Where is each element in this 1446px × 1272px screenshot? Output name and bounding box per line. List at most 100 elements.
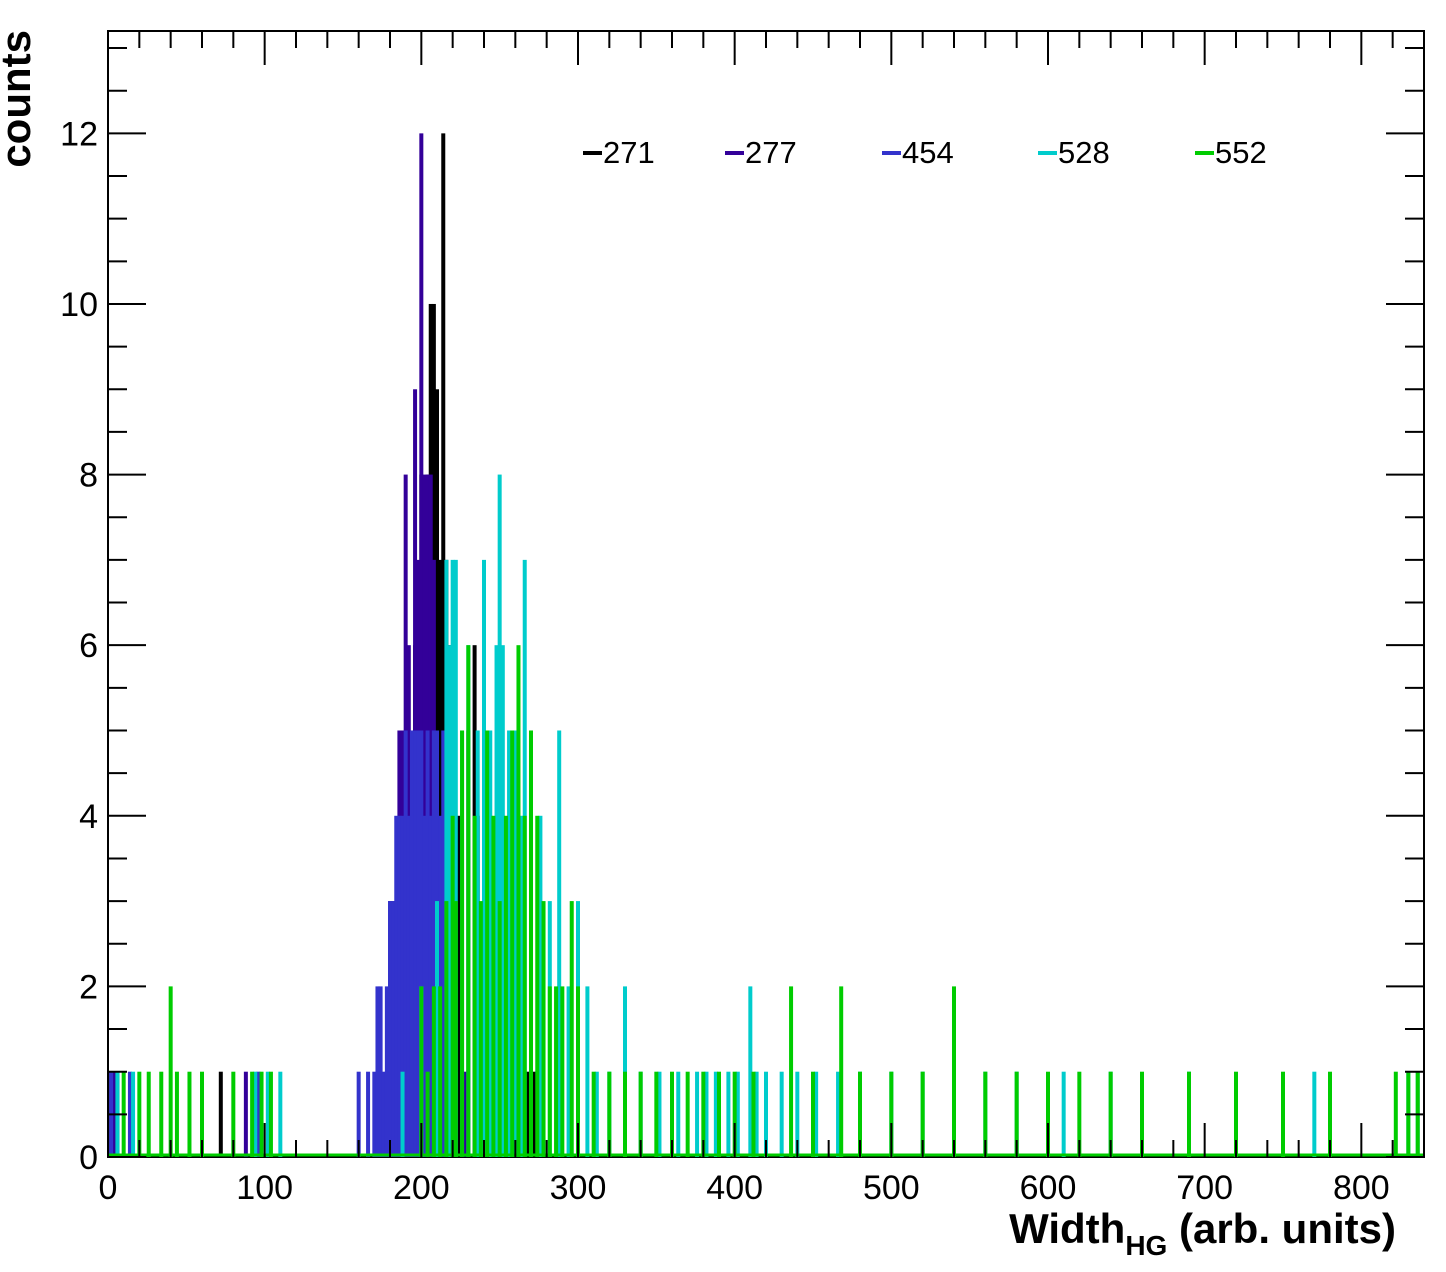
histogram-bin — [485, 730, 490, 1157]
x-tick-label: 0 — [99, 1169, 118, 1207]
legend-entry-label: 271 — [603, 135, 655, 170]
histogram-bin — [1281, 1071, 1285, 1157]
x-tick-label: 500 — [863, 1169, 920, 1207]
histogram-bin — [814, 1071, 819, 1157]
tick-layer: 0 100 200 300 400 500 600 700 800 0 2 4 6 8 10 12 — [60, 31, 1425, 1207]
x-tick-label: 200 — [393, 1169, 450, 1207]
x-tick-label: 400 — [706, 1169, 763, 1207]
histogram-bin — [472, 815, 477, 1157]
histogram-bin — [516, 645, 521, 1157]
histogram-bin — [419, 730, 424, 1157]
histogram-bin — [554, 986, 559, 1157]
x-axis-title-subscript: HG — [1125, 1230, 1167, 1261]
histogram-bin — [460, 730, 465, 1157]
legend: 271 277 454 528 552 — [583, 135, 1267, 170]
histogram-bin — [413, 730, 418, 1157]
histogram-bin — [137, 1071, 142, 1157]
histogram-bin — [416, 730, 421, 1157]
histogram-bin — [1014, 1071, 1019, 1157]
histogram-bin — [510, 730, 515, 1157]
histogram-bin — [779, 1071, 784, 1157]
histogram-bin — [507, 730, 512, 1157]
y-tick-label: 12 — [60, 115, 98, 153]
histogram-bin — [836, 1071, 841, 1157]
histogram-bin — [1046, 1071, 1050, 1157]
histogram-bin — [447, 645, 452, 1157]
histogram-bin — [1140, 1071, 1144, 1157]
histogram-bin — [1312, 1071, 1317, 1157]
x-tick-label: 700 — [1176, 1169, 1233, 1207]
histogram-bin — [250, 1071, 255, 1157]
histogram-bin — [566, 986, 571, 1157]
series-layer — [108, 133, 1424, 1158]
histogram-bin — [453, 901, 458, 1157]
histogram-bin — [231, 1071, 236, 1157]
histogram-bin — [585, 986, 590, 1157]
legend-entry-label: 528 — [1058, 135, 1110, 170]
histogram-bin — [146, 1071, 151, 1157]
histogram-bin — [569, 901, 574, 1157]
histogram-bin — [431, 986, 436, 1157]
histogram-bin — [243, 1071, 248, 1157]
histogram-bin — [713, 1071, 718, 1157]
histogram-bin — [391, 901, 396, 1157]
histogram-bin — [422, 815, 427, 1157]
histogram-bin — [441, 133, 446, 1157]
histogram-bin — [384, 986, 389, 1157]
histogram-bin — [256, 1071, 261, 1157]
histogram-bin — [200, 1071, 204, 1157]
histogram-bin — [685, 1071, 690, 1157]
y-tick-label: 4 — [79, 798, 98, 836]
histogram-bin — [557, 730, 562, 1157]
histogram-bin — [529, 730, 533, 1157]
histogram-bin — [732, 1071, 737, 1157]
histogram-bin — [1077, 1071, 1082, 1157]
legend-entry-label: 277 — [745, 135, 797, 170]
histogram-bin — [378, 986, 383, 1157]
histogram-bin — [431, 730, 436, 1157]
histogram-bin — [174, 1071, 179, 1157]
histogram-bin — [654, 1071, 659, 1157]
histogram-bin — [218, 1071, 223, 1157]
histogram-bin — [131, 1071, 136, 1157]
histogram-bin — [889, 1071, 894, 1157]
histogram-bin — [400, 1071, 405, 1157]
histogram-bin — [748, 986, 753, 1157]
histogram-bin — [576, 986, 580, 1157]
histogram-bin — [419, 986, 424, 1157]
histogram-bin — [789, 986, 794, 1157]
histogram-bin — [375, 986, 380, 1157]
histogram-bin — [522, 815, 527, 1157]
histogram-bin — [525, 1071, 530, 1157]
histogram-bin — [1061, 1071, 1066, 1157]
histogram-bin — [1328, 1071, 1332, 1157]
histogram-bin — [428, 474, 433, 1157]
histogram-bin — [717, 1071, 721, 1157]
histogram-bin — [547, 986, 552, 1157]
x-tick-label: 100 — [236, 1169, 293, 1207]
histogram-bin — [560, 986, 565, 1157]
histogram-bin — [366, 1071, 371, 1157]
histogram-bin — [397, 815, 402, 1157]
histogram-bin — [466, 645, 471, 1157]
histogram-bin — [422, 474, 427, 1157]
histogram-bin — [444, 559, 449, 1157]
y-tick-label: 6 — [79, 627, 98, 665]
histogram-bin — [450, 815, 455, 1157]
histogram-bin — [920, 1071, 925, 1157]
histogram-bin — [488, 730, 493, 1157]
histogram-bin — [1187, 1071, 1191, 1157]
histogram-bin — [159, 1071, 164, 1157]
histogram-bin — [657, 1071, 662, 1157]
y-tick-label: 8 — [79, 457, 98, 495]
histogram-bin — [695, 1071, 700, 1157]
histogram-bin — [1234, 1071, 1238, 1157]
histogram-bin — [704, 1071, 709, 1157]
histogram-bin — [438, 986, 443, 1157]
series-277 — [108, 133, 1424, 1158]
histogram-bin — [409, 730, 414, 1157]
histogram-bin — [265, 1071, 270, 1157]
histogram-bin — [406, 815, 411, 1157]
histogram-bin — [278, 1071, 283, 1157]
histogram-bin — [253, 1071, 258, 1157]
